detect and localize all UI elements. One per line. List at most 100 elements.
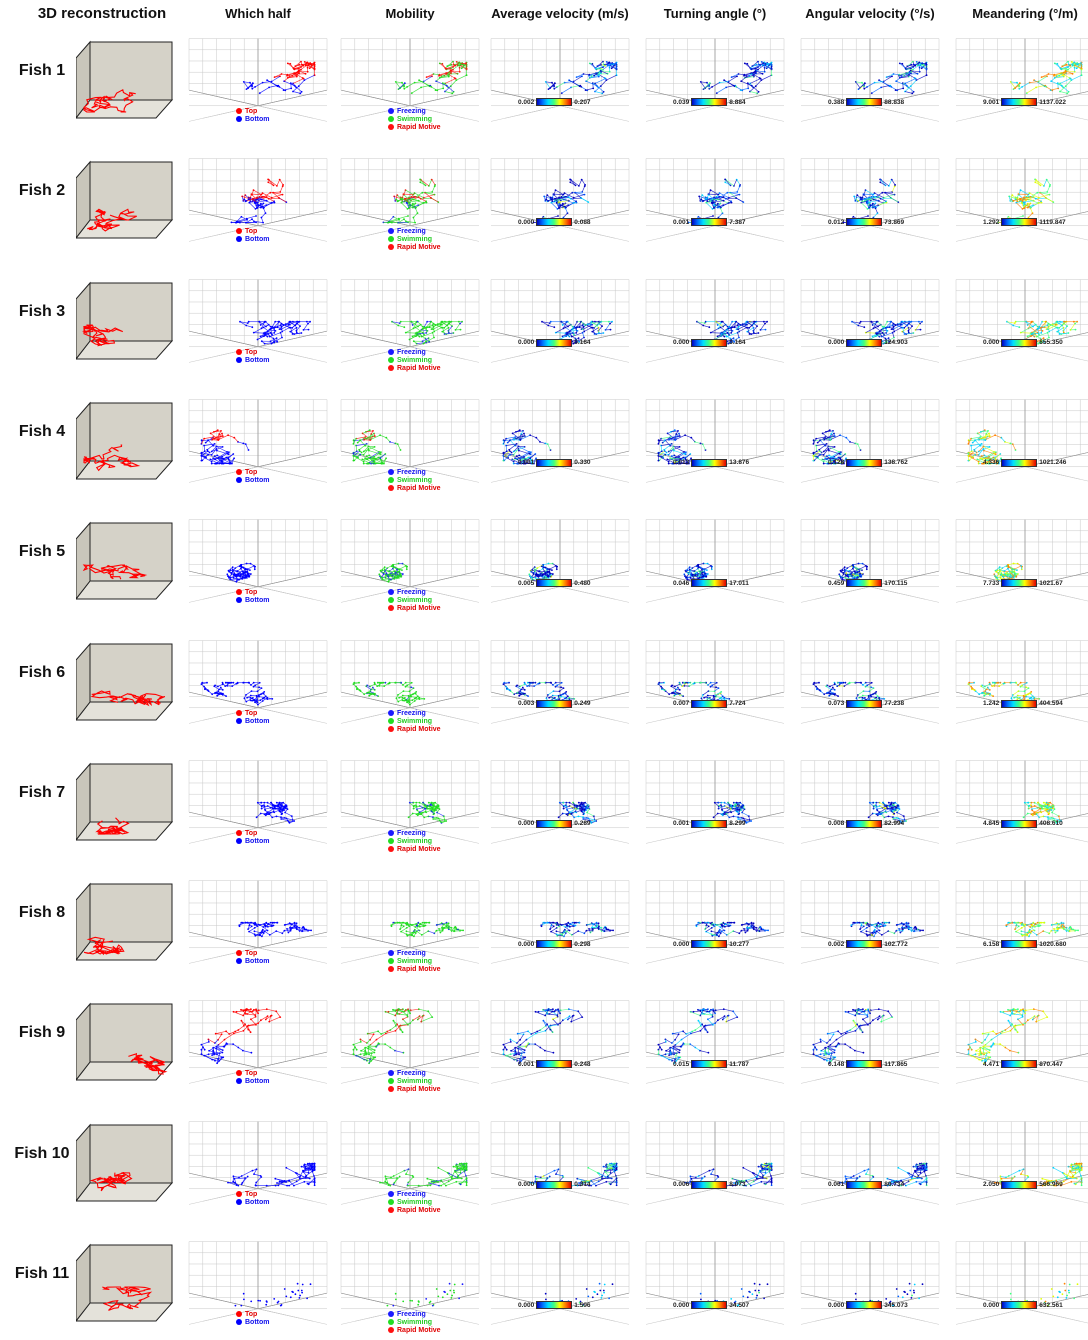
reconstruction-cell xyxy=(76,517,180,618)
colorbar-gradient xyxy=(1001,940,1037,948)
legend-item: Freezing xyxy=(388,349,441,357)
legend-dot-icon xyxy=(388,1191,394,1197)
turning-angle-plot xyxy=(640,395,790,487)
average-velocity-plot xyxy=(485,275,635,367)
angular-velocity-plot xyxy=(795,1237,945,1329)
legend-label: Bottom xyxy=(245,597,270,604)
reconstruction-cell xyxy=(76,878,180,979)
legend-item: Rapid Motive xyxy=(388,1207,441,1215)
colorbar-max-label: 13.876 xyxy=(729,459,749,466)
colorbar-min-label: 7.733 xyxy=(983,580,999,587)
legend-label: Swimming xyxy=(397,116,432,123)
legend-label: Swimming xyxy=(397,958,432,965)
column-header-average-velocity: Average velocity (m/s) xyxy=(491,6,629,21)
legend-item: Bottom xyxy=(236,958,270,966)
legend-label: Freezing xyxy=(397,1311,426,1318)
colorbar-max-label: 0.330 xyxy=(574,459,590,466)
angular-velocity-plot xyxy=(795,154,945,246)
colorbar-min-label: 4.336 xyxy=(983,459,999,466)
legend-item: Swimming xyxy=(388,357,441,365)
legend-dot-icon xyxy=(236,469,242,475)
colorbar-max-label: 0.249 xyxy=(574,700,590,707)
colorbar-gradient xyxy=(846,940,882,948)
angular-velocity-panel xyxy=(795,636,945,733)
colorbar-max-label: 8.073 xyxy=(729,1181,745,1188)
colorbar-gradient xyxy=(536,1060,572,1068)
legend-dot-icon xyxy=(388,830,394,836)
colorbar-max-label: 170.115 xyxy=(884,580,907,587)
legend-label: Top xyxy=(245,1191,257,1198)
colorbar-gradient xyxy=(846,459,882,467)
legend-label: Bottom xyxy=(245,357,270,364)
legend-item: Freezing xyxy=(388,1070,441,1078)
colorbar-max-label: 0.088 xyxy=(574,219,590,226)
colorbar-gradient xyxy=(1001,579,1037,587)
reconstruction-cell xyxy=(76,1119,180,1220)
colorbar-max-label: 117.865 xyxy=(884,1061,907,1068)
legend-dot-icon xyxy=(236,1319,242,1325)
legend-dot-icon xyxy=(236,958,242,964)
reconstruction-cell xyxy=(76,277,180,378)
legend-dot-icon xyxy=(388,477,394,483)
turning-angle-panel xyxy=(640,756,790,853)
legend-dot-icon xyxy=(236,116,242,122)
colorbar-gradient xyxy=(536,339,572,347)
turning-angle-panel xyxy=(640,515,790,612)
legend-item: Rapid Motive xyxy=(388,605,441,613)
legend-dot-icon xyxy=(236,950,242,956)
reconstruction-plot xyxy=(76,638,180,734)
legend-dot-icon xyxy=(388,846,394,852)
meandering-plot xyxy=(950,996,1088,1088)
colorbar-max-label: 0.164 xyxy=(574,339,590,346)
legend-item: Freezing xyxy=(388,710,441,718)
legend-item: Rapid Motive xyxy=(388,124,441,132)
legend-item: Top xyxy=(236,830,270,838)
colorbar-min-label: 0.003 xyxy=(518,700,534,707)
legend-label: Top xyxy=(245,469,257,476)
legend-item: Rapid Motive xyxy=(388,244,441,252)
legend-dot-icon xyxy=(236,718,242,724)
colorbar-max-label: 0.207 xyxy=(574,99,590,106)
legend-dot-icon xyxy=(388,349,394,355)
legend-label: Swimming xyxy=(397,1319,432,1326)
colorbar-gradient xyxy=(691,940,727,948)
colorbar-max-label: 632.561 xyxy=(1039,1302,1063,1309)
legend-item: Top xyxy=(236,228,270,236)
turning-angle-plot xyxy=(640,636,790,728)
legend-item: Bottom xyxy=(236,477,270,485)
average-velocity-panel xyxy=(485,275,635,372)
legend-item: Rapid Motive xyxy=(388,846,441,854)
legend-label: Rapid Motive xyxy=(397,726,441,733)
average-velocity-panel xyxy=(485,154,635,251)
legend-dot-icon xyxy=(388,838,394,844)
colorbar-max-label: 0.298 xyxy=(574,941,590,948)
angular-velocity-panel xyxy=(795,34,945,131)
reconstruction-plot xyxy=(76,517,180,613)
colorbar-max-label: 82.994 xyxy=(884,820,904,827)
colorbar-gradient xyxy=(846,1060,882,1068)
legend-label: Top xyxy=(245,1070,257,1077)
legend-dot-icon xyxy=(236,838,242,844)
colorbar-gradient xyxy=(536,218,572,226)
colorbar-min-label: 0.000 xyxy=(673,1302,689,1309)
turning-angle-panel xyxy=(640,275,790,372)
turning-angle-plot xyxy=(640,1237,790,1329)
colorbar-min-label: 0.001 xyxy=(673,820,689,827)
column-header-3d-reconstruction: 3D reconstruction xyxy=(38,5,166,22)
legend-dot-icon xyxy=(236,477,242,483)
legend-item: Freezing xyxy=(388,950,441,958)
legend-item: Swimming xyxy=(388,838,441,846)
